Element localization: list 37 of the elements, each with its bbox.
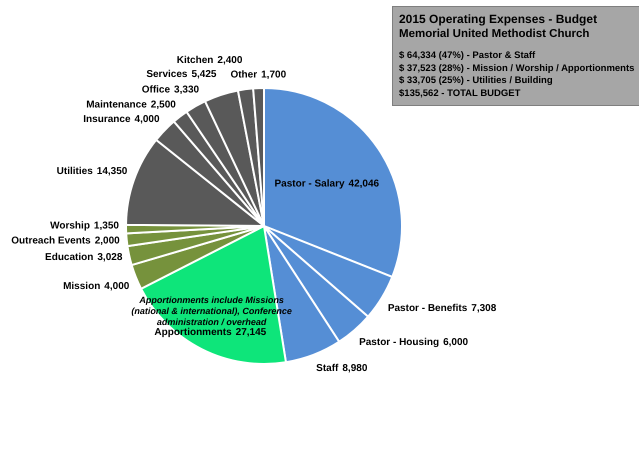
data-label: 14,350 (96, 166, 128, 177)
data-label: 42,046 (348, 178, 380, 190)
data-label: 27,145 (236, 326, 267, 338)
slice-label: Pastor - Housing (359, 336, 440, 348)
data-label: 6,000 (443, 336, 469, 348)
slice-label: Office (142, 84, 170, 96)
data-label: 1,350 (94, 220, 120, 232)
data-label: 4,000 (134, 114, 160, 125)
data-label: 2,400 (217, 54, 243, 66)
text: $135,562 - TOTAL BUDGET (399, 88, 522, 100)
data-label: 5,425 (191, 69, 217, 80)
slice-label: Other (230, 70, 258, 81)
data-label: 1,700 (261, 70, 287, 81)
data-label: 8,980 (342, 362, 368, 374)
slice-label: Pastor - Benefits (388, 302, 468, 314)
slice-label: Utilities (56, 166, 94, 177)
text: $ 64,334 (47%) - Pastor & Staff (399, 50, 536, 62)
slice-label: Kitchen (176, 54, 214, 66)
slice-label: Education (45, 252, 94, 264)
slice-label: Maintenance (86, 99, 148, 110)
data-label: 7,308 (471, 302, 497, 314)
text: $ 37,523 (28%) - Mission / Worship / Apportionments (399, 62, 634, 75)
data-label: 2,000 (94, 236, 120, 247)
chart-title: 2015 Operating Expenses - Budget (399, 12, 598, 27)
slice-label: Services (146, 69, 188, 80)
chart-subtitle: Memorial United Methodist Church (399, 27, 590, 42)
text: $ 33,705 (25%) - Utilities / Building (399, 75, 554, 88)
data-label: 4,000 (104, 281, 130, 292)
slice-label: Mission (63, 281, 100, 292)
data-label: 2,500 (150, 99, 176, 110)
slice-label: Staff (316, 362, 340, 374)
slice-label: Worship (50, 220, 90, 232)
slice-label: Pastor - Salary (274, 178, 345, 190)
slice-label: Outreach Events (11, 236, 92, 247)
slice-label: Insurance (83, 114, 131, 125)
data-label: 3,330 (174, 84, 200, 96)
data-label: 3,028 (97, 252, 123, 264)
